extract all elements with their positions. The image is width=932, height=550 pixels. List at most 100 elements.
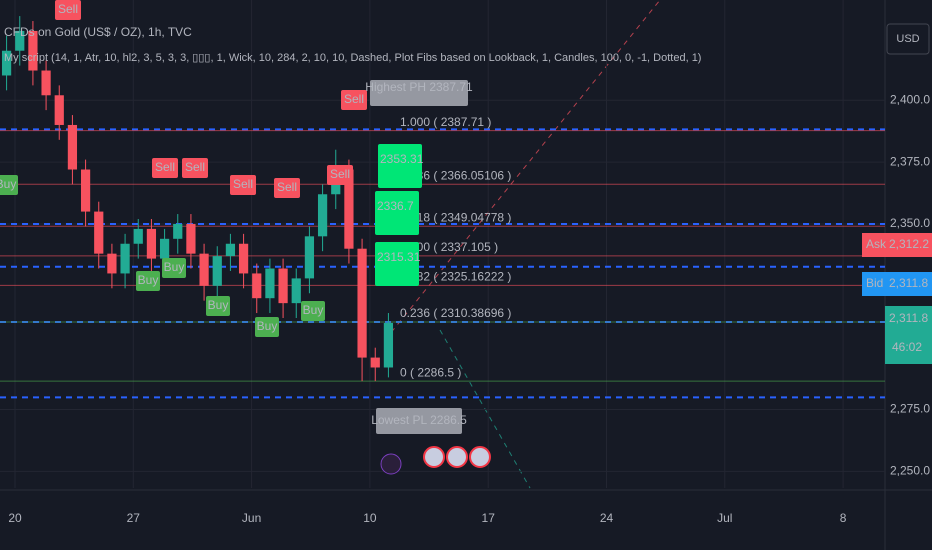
x-tick-label: 27: [127, 511, 141, 525]
price-tag-name: Ask: [866, 237, 887, 251]
signal-label: [55, 0, 81, 20]
signal-label: [152, 158, 178, 178]
fib-label: 0.236 ( 2310.38696 ): [400, 306, 511, 320]
candle-body: [28, 30, 38, 71]
green-box: [378, 144, 422, 188]
signal-text: Buy: [257, 319, 278, 333]
title: CFDs on Gold (US$ / OZ), 1h, TVC: [4, 25, 192, 39]
x-tick-label: 17: [482, 511, 496, 525]
candle-body: [1, 50, 12, 76]
green-box: [375, 242, 419, 286]
pivot-text: Highest PH 2387.71: [365, 80, 473, 94]
subtitle: My script (14, 1, Atr, 10, hl2, 3, 5, 3,…: [4, 52, 701, 64]
candle-body: [133, 228, 143, 244]
price-tag: [862, 233, 932, 257]
event-icon[interactable]: [423, 446, 445, 468]
candle-body: [291, 278, 301, 304]
candle-body: [317, 194, 328, 237]
pivot-label: [370, 80, 468, 106]
event-icon[interactable]: [446, 446, 468, 468]
pivot-label: [376, 408, 462, 434]
candle-body: [54, 95, 64, 125]
x-tick-label: 24: [600, 511, 614, 525]
candle-body: [120, 243, 130, 274]
price-tag-value: 2,312.2: [889, 237, 929, 251]
signal-label: [327, 165, 353, 185]
signal-text: Buy: [208, 298, 229, 312]
x-tick-label: Jun: [242, 511, 261, 525]
price-tag: [862, 272, 932, 296]
candle-body: [94, 211, 104, 254]
signal-text: Sell: [330, 167, 350, 181]
y-tick-label: 2,400.0: [890, 92, 930, 106]
signal-label: [301, 301, 325, 321]
green-box-text: 2336.7: [377, 199, 414, 213]
candle-body: [212, 256, 222, 286]
candle-body: [225, 243, 236, 257]
candle-body: [357, 248, 367, 358]
trend-line: [384, 0, 661, 341]
candle-body: [370, 357, 380, 368]
green-box-text: 2353.31: [380, 152, 424, 166]
candle-body: [146, 228, 157, 259]
price-tag-name: Bid: [866, 276, 883, 290]
candle-body: [304, 236, 315, 279]
signal-label: [230, 175, 256, 195]
event-icon[interactable]: [380, 453, 402, 475]
trend-line: [439, 329, 531, 489]
candle-body: [107, 253, 117, 274]
signal-label: [136, 271, 160, 291]
candle-body: [344, 169, 354, 249]
candle-body: [159, 238, 170, 259]
event-icon[interactable]: [469, 446, 491, 468]
candle-body: [186, 223, 196, 254]
y-tick-label: 2,350.0: [890, 216, 930, 230]
fib-label: 0.618 ( 2349.04778 ): [400, 210, 511, 224]
price-tag: [885, 306, 932, 364]
fib-label: 0.786 ( 2366.05106 ): [400, 168, 511, 182]
fib-label: 0.500 ( 2337.105 ): [400, 240, 498, 254]
fib-label: 0 ( 2286.5 ): [400, 365, 461, 379]
x-tick-label: 10: [363, 511, 377, 525]
signal-label: [255, 317, 279, 337]
signal-text: Sell: [277, 180, 297, 194]
candle-body: [80, 169, 91, 212]
candle-body: [67, 124, 78, 170]
price-tag-value: 2,311.8: [889, 276, 928, 290]
green-box-text: 2315.31: [377, 250, 421, 264]
candle-body: [383, 322, 394, 368]
plot: 1.000 ( 2387.71 ) 0.786 ( 2366.05106 ) 0.6…: [0, 0, 885, 488]
signal-text: Buy: [303, 303, 324, 317]
fib-label: 1.000 ( 2387.71 ): [400, 115, 491, 129]
x-tick-label: Jul: [717, 511, 732, 525]
candle-body: [15, 30, 25, 51]
candle-body: [173, 223, 183, 239]
signal-text: Buy: [0, 177, 16, 191]
price-tag-name: 2,311.8: [889, 311, 928, 325]
candle-body: [41, 70, 51, 96]
candle-body: [199, 253, 209, 286]
signal-text: Sell: [344, 92, 364, 106]
signal-text: Sell: [58, 2, 78, 16]
currency-button[interactable]: [886, 23, 930, 55]
signal-label: [0, 175, 18, 195]
green-box: [375, 191, 419, 235]
signal-label: [274, 178, 300, 198]
signal-text: Buy: [138, 273, 159, 287]
x-tick-label: 20: [8, 511, 22, 525]
signal-text: Sell: [185, 160, 205, 174]
y-tick-label: 2,250.0: [890, 464, 930, 478]
y-tick-label: 2,375.0: [890, 154, 930, 168]
currency[interactable]: USD: [896, 33, 919, 45]
candle-body: [278, 268, 288, 304]
price-tag-value: 46:02: [892, 340, 922, 354]
fib-label: 0.382 ( 2325.16222 ): [400, 270, 511, 284]
signal-text: Buy: [164, 260, 185, 274]
x-tick-label: 8: [840, 511, 847, 525]
signal-label: [206, 296, 230, 316]
candle-body: [238, 243, 249, 274]
candle-body: [265, 268, 275, 299]
signal-label: [182, 158, 208, 178]
signal-text: Sell: [233, 177, 253, 191]
